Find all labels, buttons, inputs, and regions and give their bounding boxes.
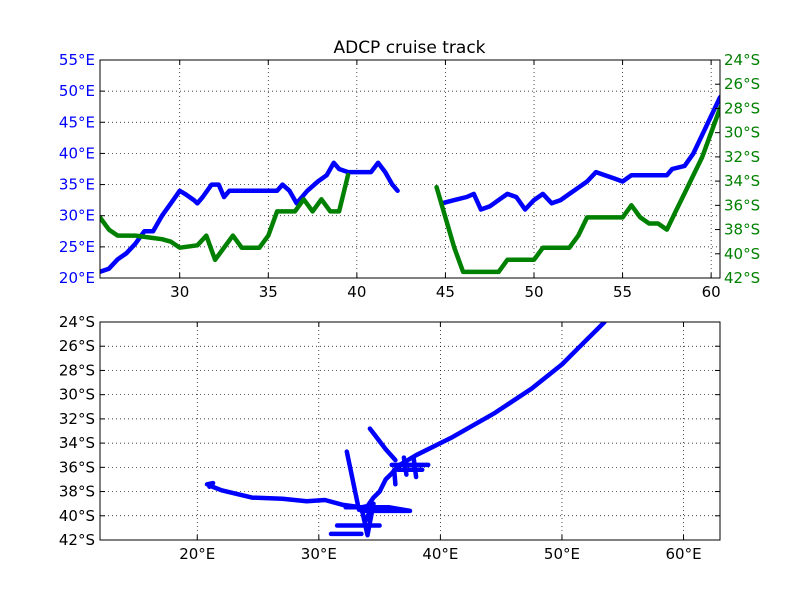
y-tick-label: 45°E: [59, 113, 95, 131]
x-tick-label: 20°E: [179, 545, 215, 563]
y-tick-label: 36°S: [59, 458, 95, 476]
bottom-gridlines: [100, 321, 720, 541]
y2-tick-label: 32°S: [724, 148, 760, 166]
y-tick-label: 25°E: [59, 238, 95, 256]
y-tick-label: 34°S: [59, 434, 95, 452]
bottom-chart: 20°E 30°E 40°E 50°E 60°E 24°S 26°S 28°S 30°S 32°…: [59, 313, 721, 563]
x-tick-label: 50°E: [544, 545, 580, 563]
x-tick-label: 40: [347, 283, 366, 301]
longitude-track-line: [359, 501, 376, 538]
y-tick-label: 30°S: [59, 386, 95, 404]
y-tick-label: 32°S: [59, 410, 95, 428]
y-tick-label: 26°S: [59, 337, 95, 355]
longitude-track-line: [207, 322, 607, 510]
y-tick-label: 50°E: [59, 82, 95, 100]
y2-tick-label: 36°S: [724, 196, 760, 214]
y-tick-label: 24°S: [59, 313, 95, 331]
top-y-axis-left: 20°E 25°E 30°E 35°E 40°E 45°E 50°E 55°E: [59, 51, 105, 287]
longitude-track-line: [343, 505, 413, 514]
longitude-track-line: [439, 94, 720, 212]
x-tick-label: 30: [170, 283, 189, 301]
bottom-plot-frame: [99, 321, 721, 541]
top-chart: 30 35 40 45 50 55 60 20°E 25°E 30°E 35°E 40°E 45°E 5…: [59, 51, 760, 301]
latitude-track-line: [434, 103, 720, 275]
longitude-track-line: [100, 160, 400, 275]
y-tick-label: 40°E: [59, 144, 95, 162]
chart-title: ADCP cruise track: [333, 38, 485, 58]
longitude-track-line: [344, 449, 362, 512]
x-tick-label: 40°E: [422, 545, 458, 563]
bottom-x-axis: 20°E 30°E 40°E 50°E 60°E: [179, 322, 702, 563]
longitude-track-line: [401, 455, 409, 477]
y-tick-label: 20°E: [59, 269, 95, 287]
top-y-axis-right: 24°S 26°S 28°S 30°S 32°S 34°S 36°S 38°S 40°S 42°S: [715, 51, 760, 287]
y-tick-label: 28°S: [59, 361, 95, 379]
longitude-track-line: [391, 467, 398, 487]
x-tick-label: 60°E: [665, 545, 701, 563]
latitude-track-line: [100, 172, 351, 263]
x-tick-label: 55: [613, 283, 632, 301]
y2-tick-label: 40°S: [724, 245, 760, 263]
x-tick-label: 60: [702, 283, 721, 301]
y2-tick-label: 42°S: [724, 269, 760, 287]
top-x-axis: 30 35 40 45 50 55 60: [170, 60, 721, 301]
x-tick-label: 30°E: [301, 545, 337, 563]
longitude-track-line: [411, 455, 419, 480]
y2-tick-label: 24°S: [724, 51, 760, 69]
y2-tick-label: 30°S: [724, 124, 760, 142]
y2-tick-label: 38°S: [724, 221, 760, 239]
x-tick-label: 45: [436, 283, 455, 301]
bottom-series-lines: [204, 322, 607, 538]
y-tick-label: 42°S: [59, 531, 95, 549]
x-tick-label: 35: [259, 283, 278, 301]
longitude-track-line: [367, 426, 398, 463]
top-series-lines: [100, 94, 720, 275]
y-tick-label: 30°E: [59, 207, 95, 225]
bottom-y-axis: 24°S 26°S 28°S 30°S 32°S 34°S 36°S 38°S 40°S 42°S: [59, 313, 720, 549]
y2-tick-label: 34°S: [724, 172, 760, 190]
longitude-track-line: [204, 480, 216, 489]
x-tick-label: 50: [524, 283, 543, 301]
y-tick-label: 55°E: [59, 51, 95, 69]
y-tick-label: 35°E: [59, 176, 95, 194]
y2-tick-label: 28°S: [724, 99, 760, 117]
top-plot-frame: [99, 59, 721, 279]
y-tick-label: 38°S: [59, 483, 95, 501]
y-tick-label: 40°S: [59, 507, 95, 525]
y2-tick-label: 26°S: [724, 75, 760, 93]
